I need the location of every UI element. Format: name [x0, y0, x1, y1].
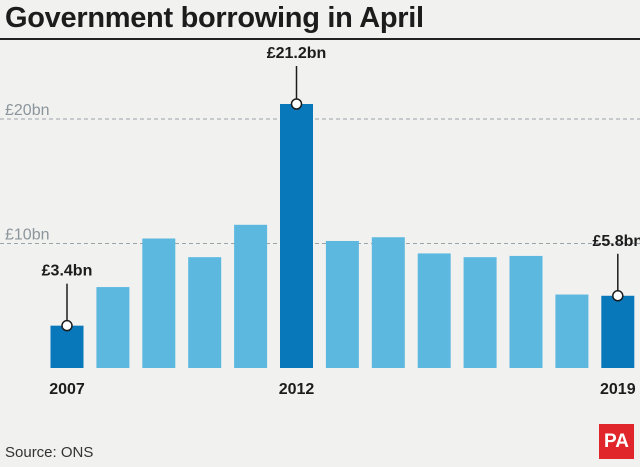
source-note: Source: ONS	[5, 444, 94, 461]
data-label: £3.4bn	[42, 263, 93, 280]
bar	[280, 104, 313, 368]
bar	[463, 257, 497, 368]
annotations: £3.4bn £21.2bn £5.8bn	[42, 45, 640, 332]
bar	[509, 255, 543, 368]
bar	[555, 294, 589, 368]
x-tick-label: 2012	[279, 381, 315, 398]
bar	[96, 287, 130, 368]
gridline-label: £10bn	[5, 226, 50, 243]
annotation-marker	[612, 290, 624, 302]
title-rule	[0, 38, 640, 40]
bars	[50, 104, 635, 368]
x-axis-labels: 2007 2012 2019	[49, 381, 635, 398]
bar	[325, 240, 359, 368]
annotation-marker	[290, 98, 303, 110]
bar	[142, 238, 176, 368]
bar	[417, 253, 451, 368]
gridlines: £10bn £20bn	[0, 102, 640, 244]
data-label: £5.8bn	[592, 233, 640, 250]
pa-logo: PA	[599, 424, 634, 459]
chart-title: Government borrowing in April	[5, 2, 424, 34]
data-label: £21.2bn	[267, 45, 327, 62]
bar	[234, 224, 268, 368]
gridline-label: £20bn	[5, 102, 50, 119]
annotation-marker	[61, 319, 73, 332]
bar	[371, 237, 405, 368]
x-tick-label: 2007	[49, 381, 85, 398]
x-tick-label: 2019	[600, 381, 636, 398]
bar	[601, 295, 635, 368]
bar	[188, 257, 222, 368]
bar	[50, 325, 84, 368]
